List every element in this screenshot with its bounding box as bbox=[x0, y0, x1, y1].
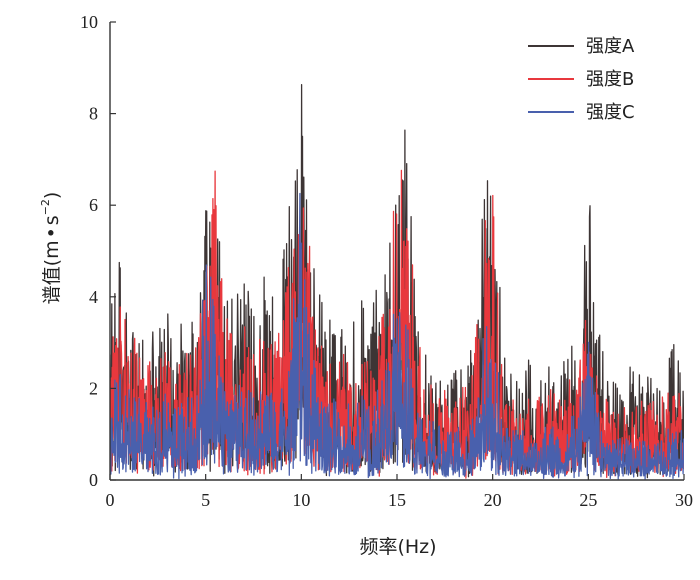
x-tick-label: 0 bbox=[106, 490, 115, 510]
x-tick-label: 5 bbox=[201, 490, 210, 510]
y-tick-label: 2 bbox=[89, 378, 98, 398]
legend-label-3: 强度C bbox=[586, 102, 635, 123]
x-tick-label: 20 bbox=[484, 490, 502, 510]
series-line-3 bbox=[110, 192, 684, 480]
ticks-layer: 0 5 10 15 20 25 30 0 2 4 6 8 10 bbox=[80, 12, 693, 510]
legend: 强度A 强度B 强度C bbox=[528, 36, 635, 123]
svg-text:谱值(m•s−2): 谱值(m • s−2) bbox=[39, 192, 63, 305]
y-tick-label: 6 bbox=[89, 195, 98, 215]
y-tick-label: 10 bbox=[80, 12, 98, 32]
y-axis-title: 谱值(m • s−2) bbox=[39, 192, 63, 305]
y-axis-title-exp: −2 bbox=[39, 199, 52, 215]
y-axis-title-close: ) bbox=[41, 192, 63, 199]
x-tick-label: 10 bbox=[292, 490, 310, 510]
x-tick-label: 30 bbox=[675, 490, 693, 510]
x-tick-label: 15 bbox=[388, 490, 406, 510]
y-axis-title-dot: • bbox=[41, 227, 63, 238]
x-tick-label: 25 bbox=[579, 490, 597, 510]
y-tick-label: 8 bbox=[89, 104, 98, 124]
y-axis-title-s: s bbox=[41, 215, 63, 225]
y-axis-title-main: 谱值(m bbox=[41, 240, 63, 304]
y-tick-label: 4 bbox=[89, 287, 98, 307]
legend-label-2: 强度B bbox=[586, 69, 634, 90]
series-layer bbox=[110, 84, 684, 480]
legend-label-1: 强度A bbox=[586, 36, 635, 57]
y-tick-label: 0 bbox=[89, 470, 98, 490]
x-axis-title: 频率(Hz) bbox=[359, 536, 436, 558]
